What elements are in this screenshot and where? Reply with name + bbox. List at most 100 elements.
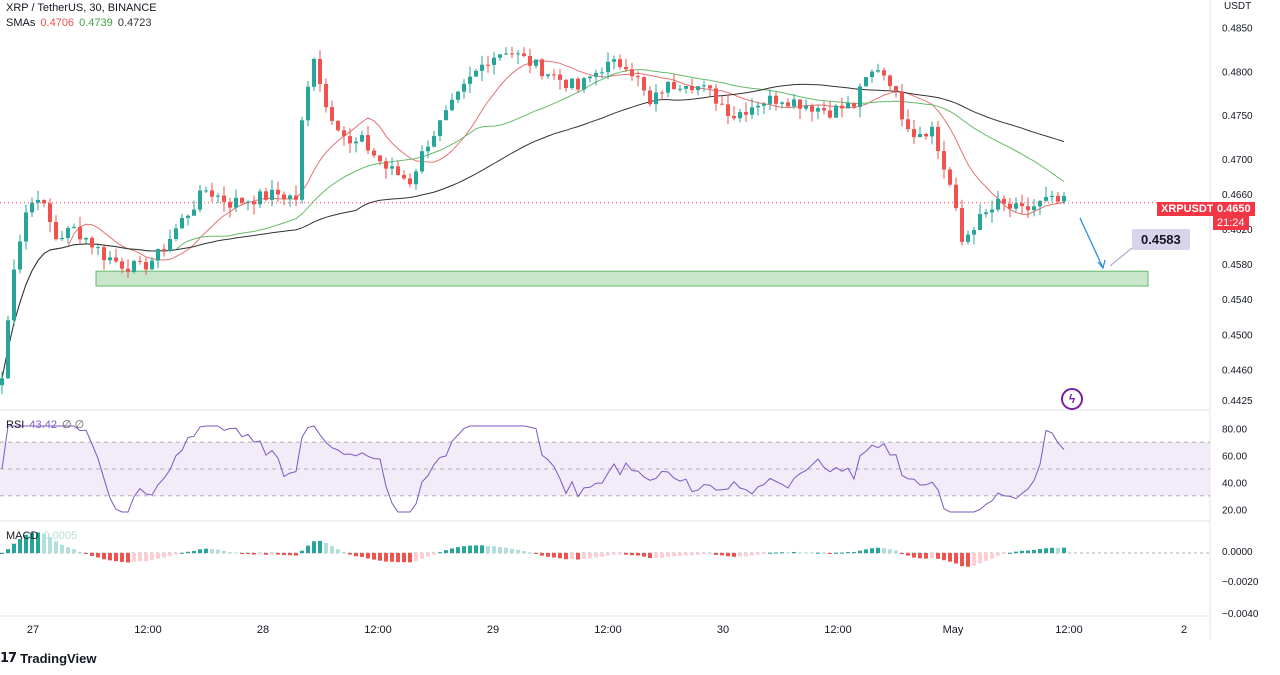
- candle-body: [492, 57, 496, 65]
- macd-histogram-bar: [678, 553, 682, 556]
- candle-body: [744, 112, 748, 115]
- macd-tick-label: −0.0020: [1222, 577, 1259, 588]
- rsi-flags: ∅ ∅: [62, 419, 85, 431]
- candle-body: [846, 102, 850, 109]
- candle-body: [366, 135, 370, 151]
- macd-histogram-bar: [768, 552, 772, 554]
- candle-body: [360, 135, 364, 142]
- candle-body: [768, 95, 772, 104]
- macd-histogram-bar: [168, 553, 172, 557]
- tradingview-brand[interactable]: 𝟭𝟳 TradingView: [0, 650, 96, 666]
- macd-histogram-bar: [150, 553, 154, 561]
- candle-body: [1050, 195, 1054, 198]
- candle-body: [396, 166, 400, 176]
- macd-histogram-bar: [54, 541, 58, 553]
- candle-body: [18, 241, 22, 270]
- sma-line-2: [1, 69, 1065, 379]
- candle-body: [654, 92, 658, 105]
- macd-histogram-bar: [480, 545, 484, 553]
- candle-body: [936, 126, 940, 152]
- candle-body: [180, 217, 184, 229]
- price-tick-label: 0.4540: [1222, 295, 1253, 306]
- candle-body: [762, 103, 766, 106]
- macd-histogram-bar: [792, 551, 796, 553]
- macd-histogram-bar: [186, 551, 190, 553]
- candle-body: [60, 237, 64, 240]
- candle-body: [36, 199, 40, 203]
- macd-histogram-bar: [162, 553, 166, 558]
- macd-histogram-bar: [942, 553, 946, 561]
- rsi-tick-label: 20.00: [1222, 505, 1247, 516]
- candle-body: [96, 247, 100, 249]
- moving-averages: [1, 60, 1065, 379]
- candle-body: [786, 102, 790, 107]
- macd-histogram-bar: [990, 553, 994, 559]
- candle-body: [1002, 198, 1006, 204]
- candle-body: [774, 95, 778, 104]
- macd-histogram-bar: [30, 532, 34, 553]
- macd-histogram-bar: [600, 553, 604, 557]
- macd-histogram-bar: [366, 553, 370, 559]
- candle-body: [288, 195, 292, 200]
- macd-histogram-bar: [510, 548, 514, 553]
- candle-body: [636, 76, 640, 78]
- macd-histogram-bar: [1032, 549, 1036, 553]
- macd-histogram-bar: [6, 549, 10, 553]
- candle-body: [702, 85, 706, 87]
- candle-body: [318, 58, 322, 84]
- price-tick-label: 0.4580: [1222, 260, 1253, 271]
- macd-histogram-bar: [954, 553, 958, 564]
- macd-histogram-bar: [138, 553, 142, 562]
- macd-histogram-bar: [228, 552, 232, 554]
- candle-body: [630, 69, 634, 77]
- macd-histogram-bar: [240, 553, 244, 554]
- time-axis[interactable]: 27 12:00 28 12:00 29 12:00 30 12:00 May 12:00 2: [27, 624, 1187, 636]
- candle-body: [378, 155, 382, 162]
- last-price-badge: 0.4650: [1213, 202, 1255, 216]
- macd-histogram-bar: [396, 553, 400, 563]
- candle-body: [870, 71, 874, 78]
- pane-separators: [0, 0, 1211, 640]
- candle-body: [858, 86, 862, 107]
- flash-icon[interactable]: ϟ: [1061, 388, 1083, 410]
- candle-body: [438, 120, 442, 136]
- macd-tick-label: 0.0000: [1222, 547, 1253, 558]
- macd-histogram-bar: [42, 533, 46, 553]
- candle-body: [300, 120, 304, 200]
- price-axis[interactable]: 0.4850 0.4800 0.4750 0.4700 0.4660 0.4620 0.45…: [1222, 24, 1253, 407]
- price-tick-label: 0.4425: [1222, 396, 1253, 407]
- macd-histogram-bar: [270, 553, 274, 555]
- macd-histogram-bar: [1002, 553, 1006, 555]
- candle-body: [978, 214, 982, 231]
- macd-histogram-bar: [1044, 548, 1048, 553]
- macd-histogram-bar: [648, 553, 652, 559]
- macd-histogram-bar: [534, 553, 538, 554]
- macd-histogram-bar: [762, 553, 766, 554]
- macd-histogram-bar: [996, 553, 1000, 556]
- macd-histogram-bar: [630, 553, 634, 556]
- macd-histogram-bar: [924, 553, 928, 559]
- macd-histogram-bar: [876, 547, 880, 553]
- candle-body: [996, 198, 1000, 210]
- candle-body: [156, 249, 160, 261]
- candle-body: [258, 191, 262, 205]
- candle-body: [168, 238, 172, 251]
- macd-histogram-bar: [1008, 552, 1012, 554]
- candle-body: [126, 268, 130, 272]
- time-tick-label: May: [943, 624, 964, 636]
- macd-histogram-bar: [834, 552, 838, 554]
- candle-body: [582, 78, 586, 90]
- macd-histogram-bar: [372, 553, 376, 560]
- macd-histogram-bar: [84, 553, 88, 554]
- macd-histogram-bar: [666, 553, 670, 557]
- macd-histogram-bar: [816, 552, 820, 554]
- sma-legend: SMAs 0.4706 0.4739 0.4723: [6, 16, 154, 30]
- candle-body: [246, 201, 250, 203]
- macd-histogram-bar: [870, 548, 874, 553]
- macd-histogram-bar: [828, 553, 832, 554]
- candle-body: [144, 261, 148, 270]
- candle-body: [1062, 195, 1066, 202]
- macd-histogram-bar: [1038, 549, 1042, 553]
- macd-histogram-bar: [318, 540, 322, 553]
